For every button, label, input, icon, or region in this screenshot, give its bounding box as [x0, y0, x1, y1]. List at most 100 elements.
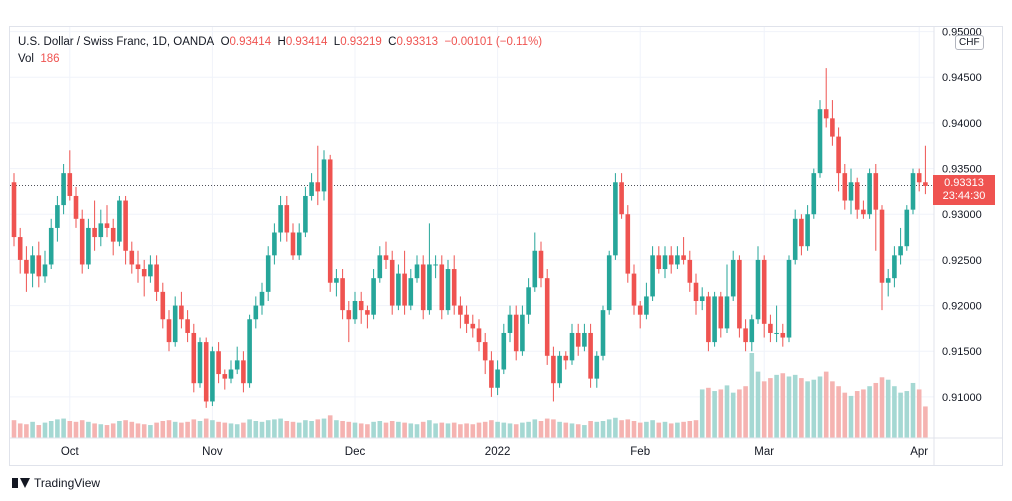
volume-bar — [650, 420, 655, 438]
volume-bar — [749, 353, 755, 438]
volume-bar — [799, 378, 804, 438]
volume-bar — [36, 425, 42, 438]
volume-bar — [371, 421, 376, 438]
volume-bar — [501, 422, 507, 438]
volume-bar — [247, 419, 252, 438]
volume-bar — [24, 424, 29, 438]
candle-body — [284, 205, 290, 233]
candle-body — [594, 355, 600, 379]
candle-body — [551, 355, 556, 384]
candle-body — [588, 332, 593, 379]
open-label: O — [220, 36, 230, 48]
volume-bar — [631, 421, 637, 438]
time-tick-label: 2022 — [485, 446, 511, 458]
candle-body — [30, 255, 35, 274]
candle-body — [197, 342, 203, 384]
volume-bar — [365, 424, 370, 438]
candle-body — [489, 360, 494, 388]
volume-bar — [904, 391, 910, 438]
candle-body — [141, 269, 147, 277]
candle-body — [799, 218, 804, 247]
candle-body — [830, 118, 835, 137]
volume-bar — [817, 376, 823, 438]
volume-bar — [272, 419, 277, 438]
volume-bar — [569, 423, 575, 438]
volume-bar — [172, 421, 178, 438]
candle-body — [439, 264, 445, 311]
volume-bar — [681, 421, 686, 438]
volume-bar — [662, 421, 668, 438]
candle-body — [104, 223, 110, 228]
candles — [11, 68, 928, 408]
volume-bar — [309, 421, 314, 438]
volume-bar — [830, 381, 835, 438]
candle-body — [526, 287, 531, 315]
volume-bar — [303, 420, 308, 438]
candle-body — [79, 218, 85, 265]
candle-body — [482, 342, 488, 361]
candle-body — [557, 355, 562, 384]
change-value: −0.00101 (−0.11%) — [444, 36, 543, 48]
candle-body — [383, 255, 389, 260]
tradingview-brand[interactable]: TradingView — [12, 476, 100, 490]
volume-bar — [848, 395, 854, 438]
candle-body — [619, 182, 624, 215]
currency-badge[interactable]: CHF — [955, 35, 984, 50]
candle-body — [811, 173, 817, 215]
volume-bar — [613, 417, 618, 438]
volume-bar — [117, 421, 122, 438]
volume-bar — [296, 422, 302, 438]
candle-body — [123, 200, 128, 251]
candle-body — [892, 255, 897, 279]
volume-bar — [228, 423, 234, 438]
volume-bar — [414, 424, 420, 438]
volume-bar — [563, 422, 569, 438]
candle-body — [179, 305, 184, 320]
volume-bar — [141, 424, 147, 438]
volume-bar — [402, 422, 407, 438]
volume-bar — [377, 421, 383, 438]
time-axis: Oct Nov Dec 2022 Feb Mar Apr — [61, 446, 928, 458]
candle-body — [774, 332, 779, 334]
volume-bar — [892, 386, 897, 438]
candle-body — [675, 255, 680, 265]
close-value: 0.93313 — [396, 36, 439, 48]
candle-body — [117, 200, 122, 242]
volume-bar — [458, 424, 463, 438]
volume-bar — [786, 376, 792, 438]
candle-body — [637, 305, 643, 315]
candle-body — [873, 173, 879, 210]
volume-bar — [160, 421, 166, 438]
candle-body — [352, 301, 358, 320]
candle-body — [166, 319, 172, 343]
last-price-value: 0.93313 — [944, 177, 984, 189]
candle-body — [55, 205, 60, 228]
candle-body — [755, 259, 761, 320]
candle-body — [817, 109, 823, 174]
volume-bar — [253, 421, 259, 438]
candle-body — [414, 264, 420, 279]
open-value: 0.93414 — [229, 36, 272, 48]
volume-bar — [48, 421, 54, 438]
candle-body — [681, 255, 686, 260]
volume-bar — [451, 422, 457, 438]
volume-bar — [544, 418, 550, 438]
price-tick-label: 0.94000 — [942, 118, 982, 130]
volume-bar — [532, 419, 538, 438]
volume-bar — [761, 381, 767, 438]
volume-bar — [42, 422, 48, 438]
volume-bar — [730, 392, 736, 438]
candle-body — [898, 246, 903, 256]
volume-bar — [340, 421, 345, 438]
volume-bar — [420, 421, 426, 438]
candle-body — [377, 255, 383, 279]
candle-body — [42, 264, 48, 277]
volume-bar — [520, 422, 525, 438]
volume-bar — [290, 421, 296, 438]
candle-body — [203, 342, 209, 402]
candle-body — [836, 136, 841, 174]
candle-body — [154, 264, 159, 292]
volume-bar — [346, 421, 352, 438]
candle-body — [885, 278, 891, 283]
